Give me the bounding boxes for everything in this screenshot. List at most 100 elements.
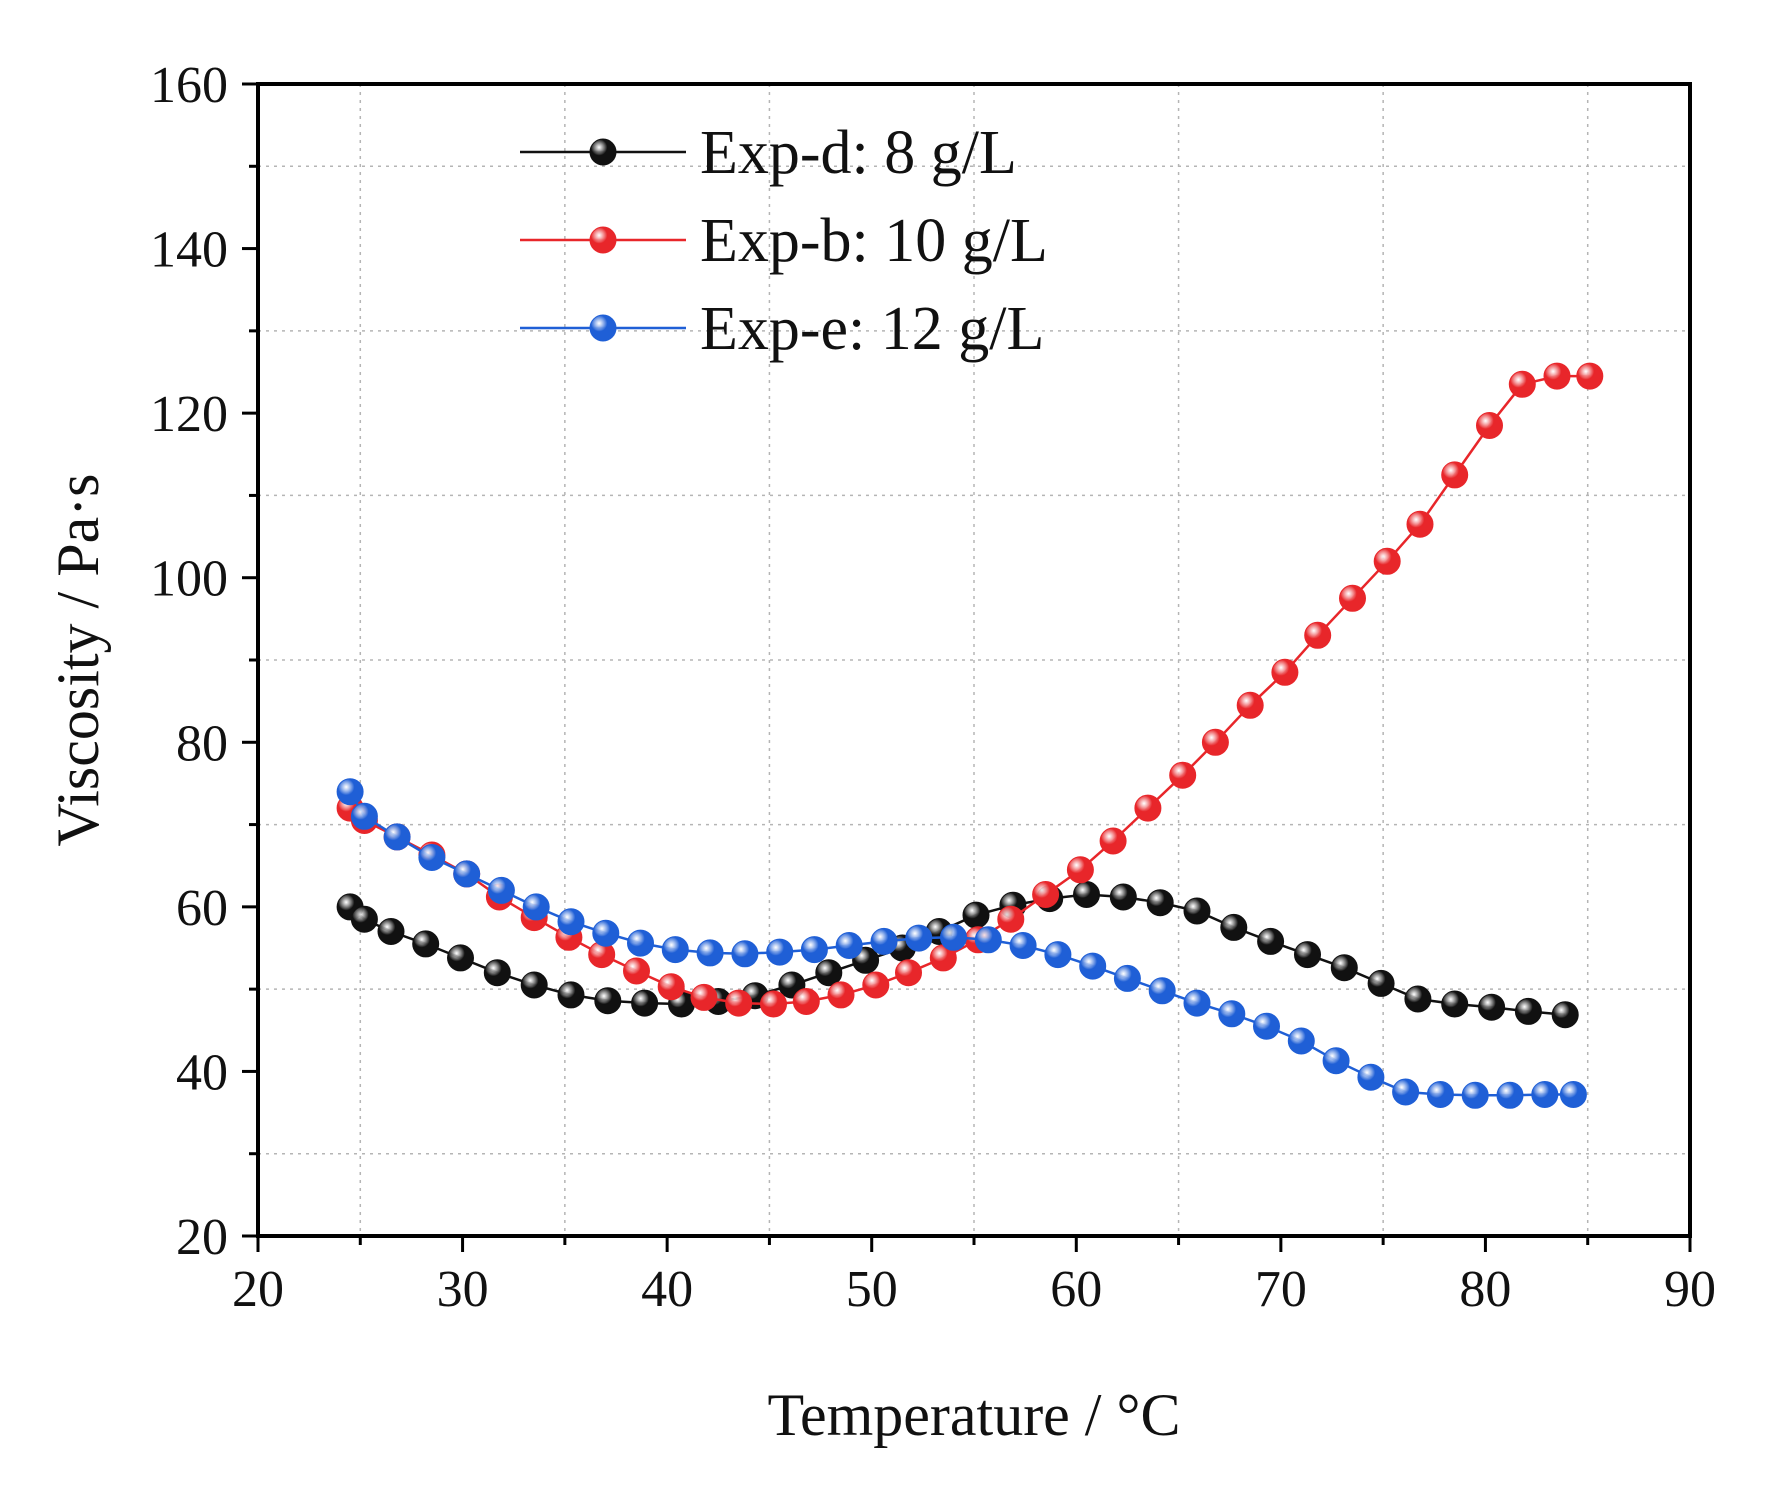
data-point bbox=[1134, 794, 1162, 822]
tick-labels: 20 30 40 50 60 70 80 90 20 40 60 80 100 120 140 160 bbox=[150, 57, 1716, 1318]
data-point bbox=[483, 959, 511, 987]
data-point bbox=[1032, 881, 1060, 908]
data-point bbox=[1257, 927, 1285, 955]
data-point bbox=[1183, 897, 1211, 925]
legend-item: Exp-b: 10 g/L bbox=[520, 207, 1048, 275]
data-point bbox=[592, 919, 620, 947]
data-point bbox=[336, 778, 364, 806]
y-tick-label: 40 bbox=[176, 1044, 228, 1101]
data-point bbox=[594, 987, 622, 1015]
data-point bbox=[766, 938, 794, 966]
x-tick-label: 90 bbox=[1664, 1261, 1716, 1318]
data-point bbox=[835, 932, 863, 959]
legend-label: Exp-e: 12 g/L bbox=[700, 295, 1044, 363]
y-tick-label: 20 bbox=[176, 1209, 228, 1266]
data-point bbox=[1496, 1081, 1524, 1109]
data-point bbox=[696, 939, 724, 967]
data-point bbox=[377, 918, 405, 945]
data-point bbox=[453, 860, 481, 888]
data-point bbox=[1183, 989, 1211, 1017]
data-point bbox=[627, 929, 654, 957]
data-point bbox=[1406, 510, 1434, 538]
legend-item: Exp-e: 12 g/L bbox=[520, 295, 1044, 363]
x-axis-title: Temperature / °C bbox=[768, 1382, 1181, 1448]
data-point bbox=[522, 893, 550, 921]
data-point bbox=[997, 905, 1025, 933]
y-tick-label: 80 bbox=[176, 715, 228, 772]
data-point bbox=[1531, 1081, 1559, 1108]
data-point bbox=[1559, 1081, 1587, 1108]
data-point bbox=[1079, 952, 1107, 980]
data-point bbox=[895, 959, 922, 987]
data-point bbox=[1514, 997, 1542, 1025]
data-point bbox=[1330, 954, 1358, 982]
data-point bbox=[1461, 1081, 1489, 1109]
data-point bbox=[1218, 1000, 1246, 1028]
data-point bbox=[1236, 691, 1264, 719]
data-point bbox=[815, 959, 843, 987]
data-point bbox=[1066, 856, 1094, 884]
data-point bbox=[1426, 1081, 1454, 1108]
x-tick-label: 40 bbox=[641, 1261, 693, 1318]
y-tick-label: 100 bbox=[150, 551, 228, 608]
data-point bbox=[1073, 881, 1100, 908]
data-point bbox=[557, 908, 585, 936]
data-point bbox=[657, 973, 685, 1001]
data-point bbox=[661, 936, 689, 964]
x-tick-label: 80 bbox=[1459, 1261, 1511, 1318]
data-point bbox=[520, 971, 548, 999]
data-point bbox=[1220, 913, 1248, 941]
data-point bbox=[1113, 964, 1141, 992]
data-point bbox=[1148, 977, 1176, 1005]
series-layer bbox=[336, 362, 1604, 1109]
data-point bbox=[1441, 990, 1469, 1018]
data-point bbox=[940, 923, 967, 951]
data-point bbox=[1551, 1001, 1579, 1029]
data-point bbox=[1322, 1047, 1350, 1075]
data-point bbox=[1201, 728, 1229, 756]
data-point bbox=[1169, 761, 1197, 789]
legend-marker bbox=[589, 314, 617, 342]
data-point bbox=[1294, 941, 1321, 969]
legend: Exp-d: 8 g/L Exp-b: 10 g/L Exp-e: 12 g/L bbox=[520, 119, 1048, 363]
data-point bbox=[1044, 941, 1072, 969]
axis-ticks bbox=[242, 82, 1692, 1252]
data-point bbox=[1146, 889, 1174, 917]
data-point bbox=[447, 944, 474, 972]
data-point bbox=[412, 930, 440, 958]
data-point bbox=[1304, 621, 1332, 649]
data-point bbox=[418, 844, 446, 871]
y-tick-label: 140 bbox=[150, 222, 228, 279]
legend-label: Exp-d: 8 g/L bbox=[700, 119, 1017, 187]
legend-label: Exp-b: 10 g/L bbox=[700, 207, 1048, 275]
data-point bbox=[631, 989, 659, 1017]
series-3 bbox=[336, 778, 1587, 1109]
data-point bbox=[1109, 883, 1137, 911]
x-tick-label: 60 bbox=[1050, 1261, 1102, 1318]
data-point bbox=[1478, 993, 1506, 1021]
legend-item: Exp-d: 8 g/L bbox=[520, 119, 1017, 187]
data-point bbox=[1476, 412, 1503, 439]
data-point bbox=[760, 990, 787, 1018]
data-point bbox=[1253, 1012, 1280, 1040]
data-point bbox=[350, 802, 378, 830]
data-point bbox=[1099, 827, 1127, 855]
data-point bbox=[962, 901, 990, 929]
data-point bbox=[1392, 1078, 1420, 1106]
data-point bbox=[870, 927, 898, 955]
data-point bbox=[1508, 370, 1536, 398]
data-point bbox=[905, 924, 933, 952]
data-point bbox=[1373, 547, 1401, 575]
data-point bbox=[1367, 969, 1395, 997]
y-tick-label: 160 bbox=[150, 57, 228, 114]
y-axis-title: Viscosity / Pa·s bbox=[45, 473, 111, 846]
data-point bbox=[690, 983, 718, 1011]
data-point bbox=[383, 823, 411, 851]
y-tick-label: 60 bbox=[176, 880, 228, 937]
data-point bbox=[1543, 362, 1571, 390]
data-point bbox=[974, 926, 1002, 954]
x-tick-label: 20 bbox=[232, 1261, 284, 1318]
data-point bbox=[623, 957, 650, 985]
legend-marker bbox=[589, 226, 617, 254]
